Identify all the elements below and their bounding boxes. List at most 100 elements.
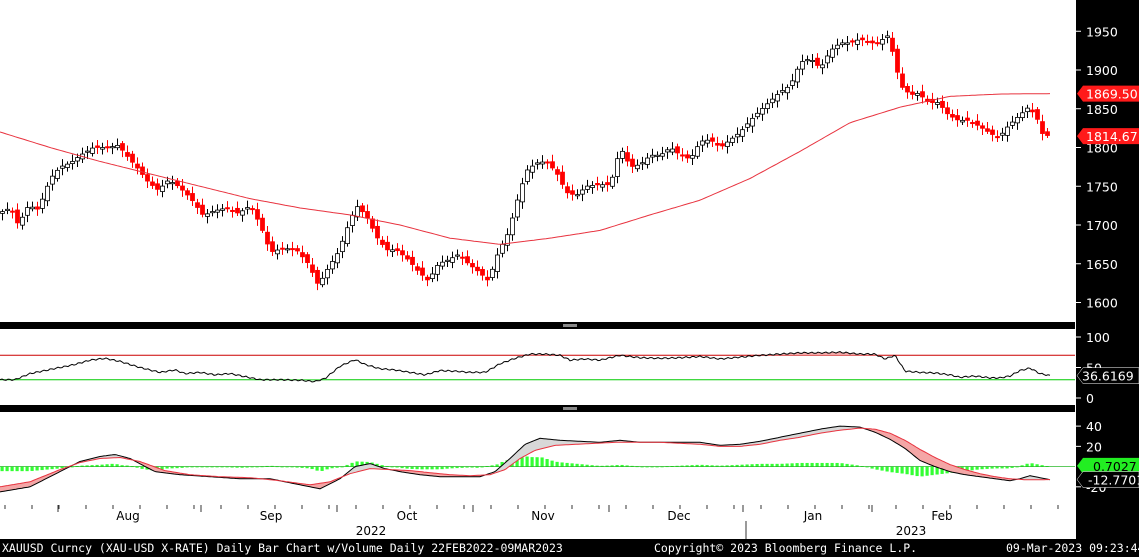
candle-body [655, 154, 660, 157]
macd-histogram-bar [760, 463, 764, 467]
candle-body [470, 263, 475, 268]
candle-body [110, 146, 115, 149]
candle-body [790, 80, 795, 86]
macd-histogram-bar [240, 466, 244, 468]
footer-copyright: Copyright© 2023 Bloomberg Finance L.P. [654, 541, 918, 555]
macd-line [0, 425, 1051, 493]
candle-body [695, 146, 700, 157]
macd-histogram-bar [455, 466, 459, 469]
macd-histogram-bar [530, 457, 534, 467]
candle-body [235, 207, 240, 214]
macd-histogram-bar [140, 466, 144, 469]
candle-body [945, 107, 950, 115]
macd-histogram-bar [965, 466, 969, 471]
macd-histogram-bar [230, 466, 234, 468]
candle-body [895, 48, 900, 73]
candle-body [810, 59, 815, 62]
candle-body [255, 209, 260, 220]
price-tick-label: 1650 [1086, 257, 1118, 272]
candle-body [350, 214, 355, 226]
candle-body [165, 180, 170, 185]
candle-body [825, 55, 830, 64]
candle-body [375, 225, 380, 239]
macd-histogram-bar [160, 466, 164, 470]
macd-histogram-bar [255, 466, 259, 468]
macd-histogram-bar [380, 465, 384, 467]
macd-histogram-bar [805, 462, 809, 467]
candle-body [100, 147, 105, 150]
candle-body [580, 189, 585, 195]
macd-histogram-bar [675, 465, 679, 467]
macd-histogram-bar [515, 458, 519, 467]
candle-body [200, 204, 205, 215]
macd-signal-line [0, 427, 1051, 488]
macd-histogram-bar [880, 466, 884, 471]
candle-body [10, 210, 15, 213]
macd-histogram-bar [165, 466, 169, 469]
macd-histogram-bar [15, 466, 19, 472]
macd-histogram-bar [410, 466, 414, 469]
candle-body [240, 210, 245, 216]
candle-body [960, 119, 965, 123]
macd-histogram-bar [470, 466, 474, 468]
candle-body [490, 268, 495, 278]
candle-body [155, 183, 160, 190]
candle-body [65, 163, 70, 168]
candle-body [120, 143, 125, 151]
candle-body [90, 147, 95, 154]
macd-histogram-bar [465, 466, 469, 468]
candle-body [735, 133, 740, 138]
candle-body [645, 157, 650, 165]
candle-body [1020, 112, 1025, 119]
macd-histogram-bar [1005, 466, 1009, 469]
candle-body [345, 227, 350, 244]
rsi-value-label: 36.6169 [1082, 369, 1134, 384]
candle-body [650, 154, 655, 158]
candle-body [450, 257, 455, 263]
candle-body [505, 234, 510, 246]
candle-body [385, 241, 390, 251]
macd-histogram-bar [270, 465, 274, 467]
macd-histogram-bar [715, 465, 719, 467]
macd-histogram-bar [220, 466, 224, 468]
panel-resize-handle-1 [563, 324, 577, 327]
candle-body [640, 162, 645, 165]
candle-body [445, 259, 450, 262]
macd-histogram-bar [285, 466, 289, 468]
candle-body [1045, 131, 1050, 136]
last-price-flag [1077, 128, 1139, 145]
macd-histogram-bar [705, 465, 709, 467]
candle-body [875, 42, 880, 45]
candle-body [800, 61, 805, 70]
macd-histogram-bar [900, 466, 904, 474]
macd-value-label: 0.7027 [1093, 459, 1137, 474]
candle-body [685, 154, 690, 159]
macd-histogram-bar [550, 460, 554, 467]
candle-body [700, 140, 705, 146]
candle-body [325, 269, 330, 279]
macd-histogram-bar [440, 466, 444, 470]
candle-body [140, 166, 145, 175]
macd-histogram-bar [215, 466, 219, 468]
candle-body [290, 248, 295, 251]
candle-body [205, 213, 210, 217]
macd-histogram-bar [170, 466, 174, 469]
candle-body [590, 185, 595, 188]
macd-histogram-bar [10, 466, 14, 472]
macd-histogram-bar [425, 466, 429, 470]
candle-body [15, 209, 20, 224]
candle-body [1025, 107, 1030, 113]
candle-body [805, 59, 810, 62]
macd-histogram-bar [765, 463, 769, 467]
macd-histogram-bar [295, 466, 299, 468]
macd-histogram-bar [845, 463, 849, 467]
candle-body [435, 265, 440, 275]
macd-histogram-bar [300, 466, 304, 468]
macd-histogram-bar [650, 466, 654, 468]
macd-histogram-bar [335, 466, 339, 468]
candle-body [175, 180, 180, 187]
candle-body [300, 252, 305, 258]
macd-histogram-bar [400, 466, 404, 469]
macd-histogram-bar [395, 466, 399, 468]
macd-histogram-bar [80, 465, 84, 467]
